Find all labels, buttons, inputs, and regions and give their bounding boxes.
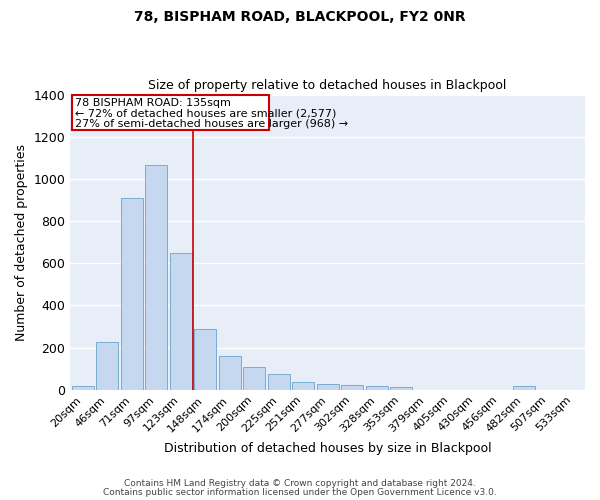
Bar	[341, 385, 363, 390]
Text: 27% of semi-detached houses are larger (968) →: 27% of semi-detached houses are larger (…	[75, 119, 349, 129]
Bar	[170, 252, 191, 390]
Text: 78 BISPHAM ROAD: 135sqm: 78 BISPHAM ROAD: 135sqm	[75, 98, 231, 108]
Y-axis label: Number of detached properties: Number of detached properties	[15, 144, 28, 340]
FancyBboxPatch shape	[71, 94, 269, 130]
Bar	[194, 328, 216, 390]
X-axis label: Distribution of detached houses by size in Blackpool: Distribution of detached houses by size …	[164, 442, 491, 455]
Bar	[145, 165, 167, 390]
Bar	[512, 386, 535, 390]
Text: ← 72% of detached houses are smaller (2,577): ← 72% of detached houses are smaller (2,…	[75, 108, 337, 118]
Title: Size of property relative to detached houses in Blackpool: Size of property relative to detached ho…	[148, 79, 507, 92]
Bar	[71, 386, 94, 390]
Text: Contains HM Land Registry data © Crown copyright and database right 2024.: Contains HM Land Registry data © Crown c…	[124, 478, 476, 488]
Bar	[268, 374, 290, 390]
Bar	[317, 384, 338, 390]
Bar	[243, 367, 265, 390]
Text: Contains public sector information licensed under the Open Government Licence v3: Contains public sector information licen…	[103, 488, 497, 497]
Bar	[121, 198, 143, 390]
Bar	[218, 356, 241, 390]
Text: 78, BISPHAM ROAD, BLACKPOOL, FY2 0NR: 78, BISPHAM ROAD, BLACKPOOL, FY2 0NR	[134, 10, 466, 24]
Bar	[292, 382, 314, 390]
Bar	[96, 342, 118, 390]
Bar	[365, 386, 388, 390]
Bar	[390, 386, 412, 390]
